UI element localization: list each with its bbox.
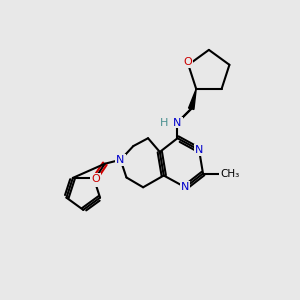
Text: N: N — [173, 118, 182, 128]
Text: O: O — [91, 174, 100, 184]
Text: O: O — [183, 57, 192, 67]
Text: N: N — [116, 155, 125, 165]
Text: O: O — [92, 176, 100, 186]
Text: CH₃: CH₃ — [220, 169, 239, 178]
Text: N: N — [181, 182, 190, 192]
Text: H: H — [160, 118, 168, 128]
Text: N: N — [195, 145, 203, 155]
Polygon shape — [189, 89, 196, 110]
